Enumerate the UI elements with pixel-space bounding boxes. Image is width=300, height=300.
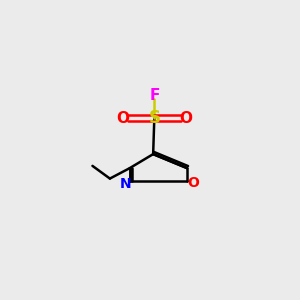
- Text: O: O: [180, 111, 193, 126]
- Text: S: S: [148, 109, 160, 127]
- Text: O: O: [187, 176, 199, 190]
- Text: O: O: [116, 111, 129, 126]
- Text: N: N: [120, 177, 131, 191]
- Text: F: F: [149, 88, 160, 103]
